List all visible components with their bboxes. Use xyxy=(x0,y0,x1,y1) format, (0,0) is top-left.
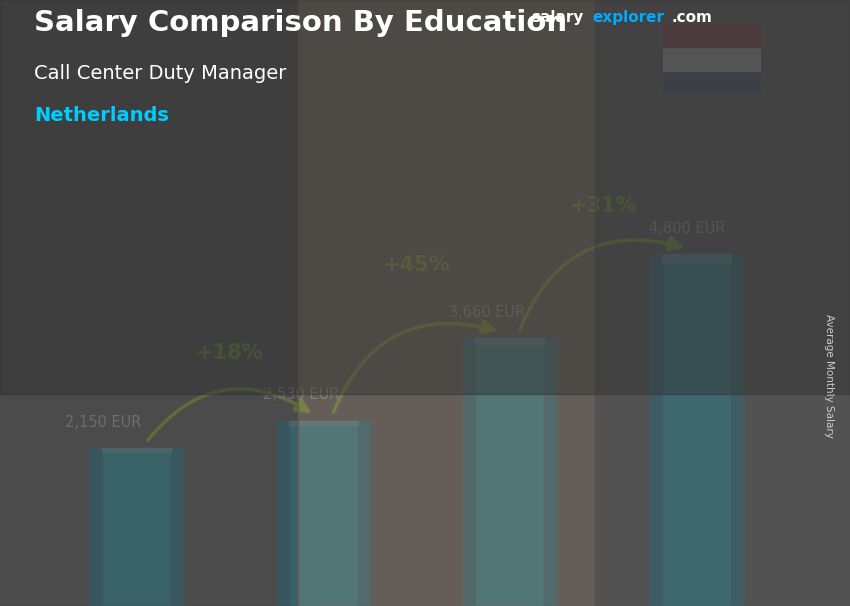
Bar xyxy=(663,24,761,47)
Bar xyxy=(649,254,743,606)
Bar xyxy=(358,421,370,606)
Bar xyxy=(731,254,743,606)
Bar xyxy=(544,338,557,606)
Text: 4,800 EUR: 4,800 EUR xyxy=(649,221,725,236)
Bar xyxy=(90,448,102,606)
Text: +18%: +18% xyxy=(196,343,264,363)
Text: Average Monthly Salary: Average Monthly Salary xyxy=(824,314,834,438)
Text: +45%: +45% xyxy=(382,255,450,275)
Text: 2,150 EUR: 2,150 EUR xyxy=(65,415,141,430)
Bar xyxy=(663,47,761,71)
Text: 3,660 EUR: 3,660 EUR xyxy=(450,305,525,319)
Bar xyxy=(475,338,544,344)
Bar xyxy=(171,448,184,606)
Bar xyxy=(463,338,557,606)
Bar xyxy=(102,448,171,452)
Text: salary: salary xyxy=(531,10,584,25)
Text: .com: .com xyxy=(672,10,712,25)
Bar xyxy=(289,421,358,425)
Text: Call Center Duty Manager: Call Center Duty Manager xyxy=(34,64,286,82)
Bar xyxy=(463,338,475,606)
Text: 2,530 EUR: 2,530 EUR xyxy=(263,387,339,402)
Bar xyxy=(649,254,662,606)
Text: +31%: +31% xyxy=(570,196,637,216)
Bar xyxy=(663,71,761,94)
Text: Salary Comparison By Education: Salary Comparison By Education xyxy=(34,9,567,37)
Bar xyxy=(276,421,370,606)
Bar xyxy=(276,421,289,606)
Text: Netherlands: Netherlands xyxy=(34,106,169,125)
Bar xyxy=(662,254,731,263)
Text: explorer: explorer xyxy=(592,10,665,25)
Bar xyxy=(90,448,184,606)
